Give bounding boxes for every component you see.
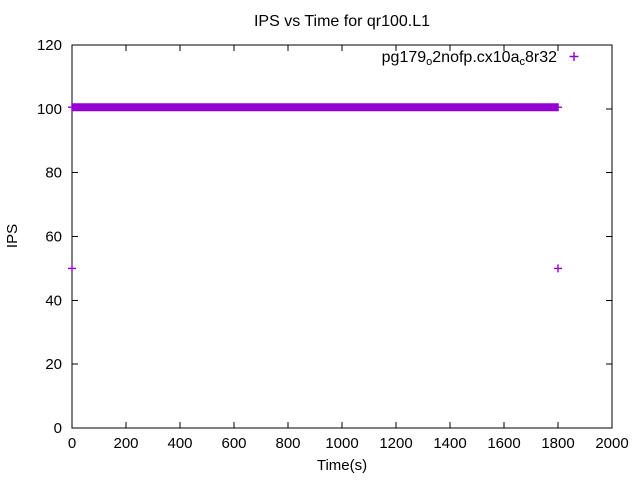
y-tick-label: 20 (45, 356, 62, 373)
x-tick-label: 1000 (325, 435, 358, 452)
x-tick-label: 1200 (379, 435, 412, 452)
y-tick-label: 120 (37, 37, 62, 54)
x-tick-label: 800 (275, 435, 300, 452)
data-series (68, 103, 563, 273)
x-tick-label: 200 (113, 435, 138, 452)
y-tick-label: 40 (45, 292, 62, 309)
x-tick-label: 2000 (595, 435, 628, 452)
y-tick-label: 80 (45, 165, 62, 182)
y-tick-label: 100 (37, 101, 62, 118)
legend-label: pg179o2nofp.cx10ac8r32 (382, 49, 557, 68)
legend: pg179o2nofp.cx10ac8r32 (382, 49, 579, 68)
y-tick-label: 0 (54, 420, 62, 437)
x-tick-label: 600 (221, 435, 246, 452)
plot-axes: 0 200 400 600 800 1000 1200 1400 1600 1800 2000 0 20… (37, 37, 629, 452)
legend-marker-plus-icon (569, 52, 579, 61)
y-tick-label: 60 (45, 229, 62, 246)
x-tick-label: 1800 (541, 435, 574, 452)
series-outlier-markers (68, 264, 562, 273)
x-tick-label: 400 (167, 435, 192, 452)
y-axis-label: IPS (4, 224, 21, 248)
x-tick-label: 1600 (487, 435, 520, 452)
x-tick-label: 1400 (433, 435, 466, 452)
x-tick-label: 0 (68, 435, 76, 452)
series-dense-band-markers (68, 103, 563, 112)
plot-border (71, 44, 613, 429)
x-axis-label: Time(s) (317, 457, 367, 474)
chart-title: IPS vs Time for qr100.L1 (254, 13, 430, 30)
